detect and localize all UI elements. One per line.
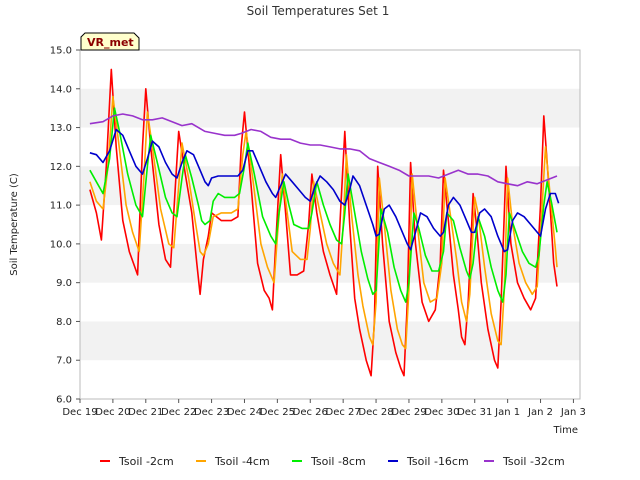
- x-tick-label: Dec 25: [260, 407, 295, 418]
- y-axis-ticks: 6.0 7.0 8.0 9.0 10.0 11.0 12.0 13.0 14.0 15.0: [50, 46, 80, 406]
- x-tick-label: Dec 22: [161, 407, 196, 418]
- plot-background-bands: [80, 50, 580, 399]
- y-tick-label: 15.0: [50, 46, 72, 57]
- legend-label: Tsoil -16cm: [406, 455, 469, 468]
- legend: Tsoil -2cm Tsoil -4cm Tsoil -8cm Tsoil -16c…: [100, 455, 565, 468]
- x-axis-title: Time: [553, 425, 578, 436]
- series-layer: [89, 68, 560, 377]
- grid-band: [80, 321, 580, 361]
- legend-label: Tsoil -8cm: [310, 455, 366, 468]
- x-tick-label: Dec 23: [194, 407, 229, 418]
- x-tick-label: Dec 28: [358, 407, 393, 418]
- legend-label: Tsoil -2cm: [118, 455, 174, 468]
- x-tick-label: Dec 20: [95, 407, 130, 418]
- chart-title: Soil Temperatures Set 1: [247, 4, 390, 18]
- legend-label: Tsoil -32cm: [502, 455, 565, 468]
- y-tick-label: 9.0: [56, 278, 72, 289]
- x-tick-label: Dec 19: [62, 407, 97, 418]
- series-line-tsoil32cm: [89, 113, 558, 187]
- y-tick-label: 13.0: [50, 123, 72, 134]
- site-badge: VR_met: [80, 32, 140, 51]
- y-axis-title: Soil Temperature (C): [9, 173, 20, 276]
- y-tick-label: 14.0: [50, 84, 72, 95]
- x-tick-label: Dec 30: [424, 407, 459, 418]
- x-tick-label: Dec 31: [457, 407, 492, 418]
- x-tick-label: Dec 26: [293, 407, 328, 418]
- y-tick-label: 10.0: [50, 239, 72, 250]
- legend-label: Tsoil -4cm: [214, 455, 270, 468]
- y-tick-label: 6.0: [56, 395, 72, 406]
- x-tick-label: Jan 3: [560, 407, 586, 418]
- x-tick-label: Dec 27: [326, 407, 361, 418]
- series-line-tsoil16cm: [89, 128, 560, 253]
- plot-area: [79, 49, 581, 400]
- x-tick-label: Dec 21: [128, 407, 163, 418]
- series-line-tsoil8cm: [89, 107, 558, 303]
- y-tick-label: 11.0: [50, 201, 72, 212]
- x-tick-label: Dec 29: [391, 407, 426, 418]
- site-badge-label: VR_met: [87, 36, 134, 49]
- x-tick-label: Jan 1: [494, 407, 520, 418]
- y-tick-label: 7.0: [56, 356, 72, 367]
- site-badge-box: [80, 32, 140, 51]
- x-tick-label: Dec 24: [227, 407, 262, 418]
- grid-band: [80, 88, 580, 128]
- y-tick-label: 8.0: [56, 317, 72, 328]
- x-tick-label: Jan 2: [527, 407, 553, 418]
- y-tick-label: 12.0: [50, 162, 72, 173]
